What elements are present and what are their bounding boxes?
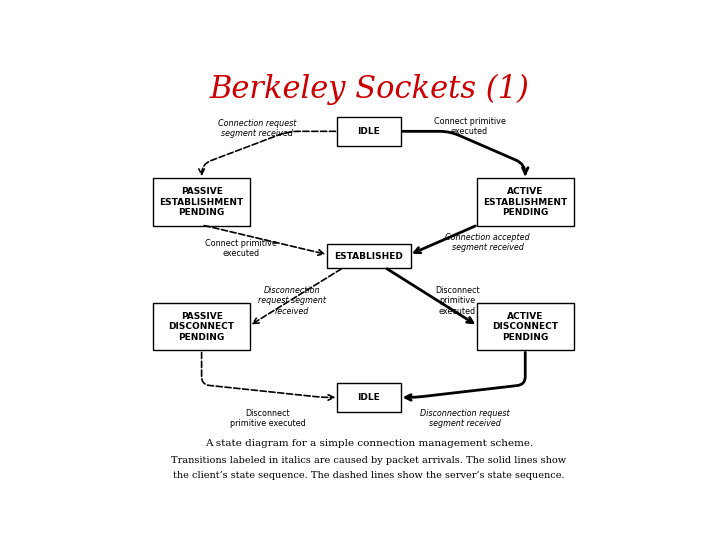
Text: Disconnection
request segment
received: Disconnection request segment received — [258, 286, 326, 316]
Text: A state diagram for a simple connection management scheme.: A state diagram for a simple connection … — [205, 439, 533, 448]
Text: ACTIVE
ESTABLISHMENT
PENDING: ACTIVE ESTABLISHMENT PENDING — [483, 187, 567, 217]
Text: Connect primitive
executed: Connect primitive executed — [433, 117, 505, 136]
Text: Disconnect
primitive
executed: Disconnect primitive executed — [435, 286, 480, 316]
Text: Transitions labeled in italics are caused by packet arrivals. The solid lines sh: Transitions labeled in italics are cause… — [171, 456, 567, 464]
FancyBboxPatch shape — [328, 244, 410, 268]
Text: Connection request
segment received: Connection request segment received — [218, 119, 297, 138]
Text: IDLE: IDLE — [358, 127, 380, 136]
Text: Disconnect
primitive executed: Disconnect primitive executed — [230, 409, 305, 428]
FancyBboxPatch shape — [337, 383, 401, 412]
FancyBboxPatch shape — [337, 117, 401, 146]
Text: Connection accepted
segment received: Connection accepted segment received — [446, 233, 530, 253]
Text: PASSIVE
ESTABLISHMENT
PENDING: PASSIVE ESTABLISHMENT PENDING — [159, 187, 244, 217]
FancyBboxPatch shape — [153, 303, 250, 350]
Text: PASSIVE
DISCONNECT
PENDING: PASSIVE DISCONNECT PENDING — [168, 312, 235, 342]
FancyBboxPatch shape — [477, 303, 574, 350]
Text: ESTABLISHED: ESTABLISHED — [335, 252, 403, 261]
Text: the client’s state sequence. The dashed lines show the server’s state sequence.: the client’s state sequence. The dashed … — [174, 471, 564, 481]
Text: Disconnection request
segment received: Disconnection request segment received — [420, 409, 510, 428]
FancyBboxPatch shape — [477, 178, 574, 226]
Text: Connect primitive
executed: Connect primitive executed — [205, 239, 277, 258]
FancyBboxPatch shape — [153, 178, 250, 226]
Text: IDLE: IDLE — [358, 393, 380, 402]
Text: ACTIVE
DISCONNECT
PENDING: ACTIVE DISCONNECT PENDING — [492, 312, 558, 342]
Text: Berkeley Sockets (1): Berkeley Sockets (1) — [209, 74, 529, 105]
